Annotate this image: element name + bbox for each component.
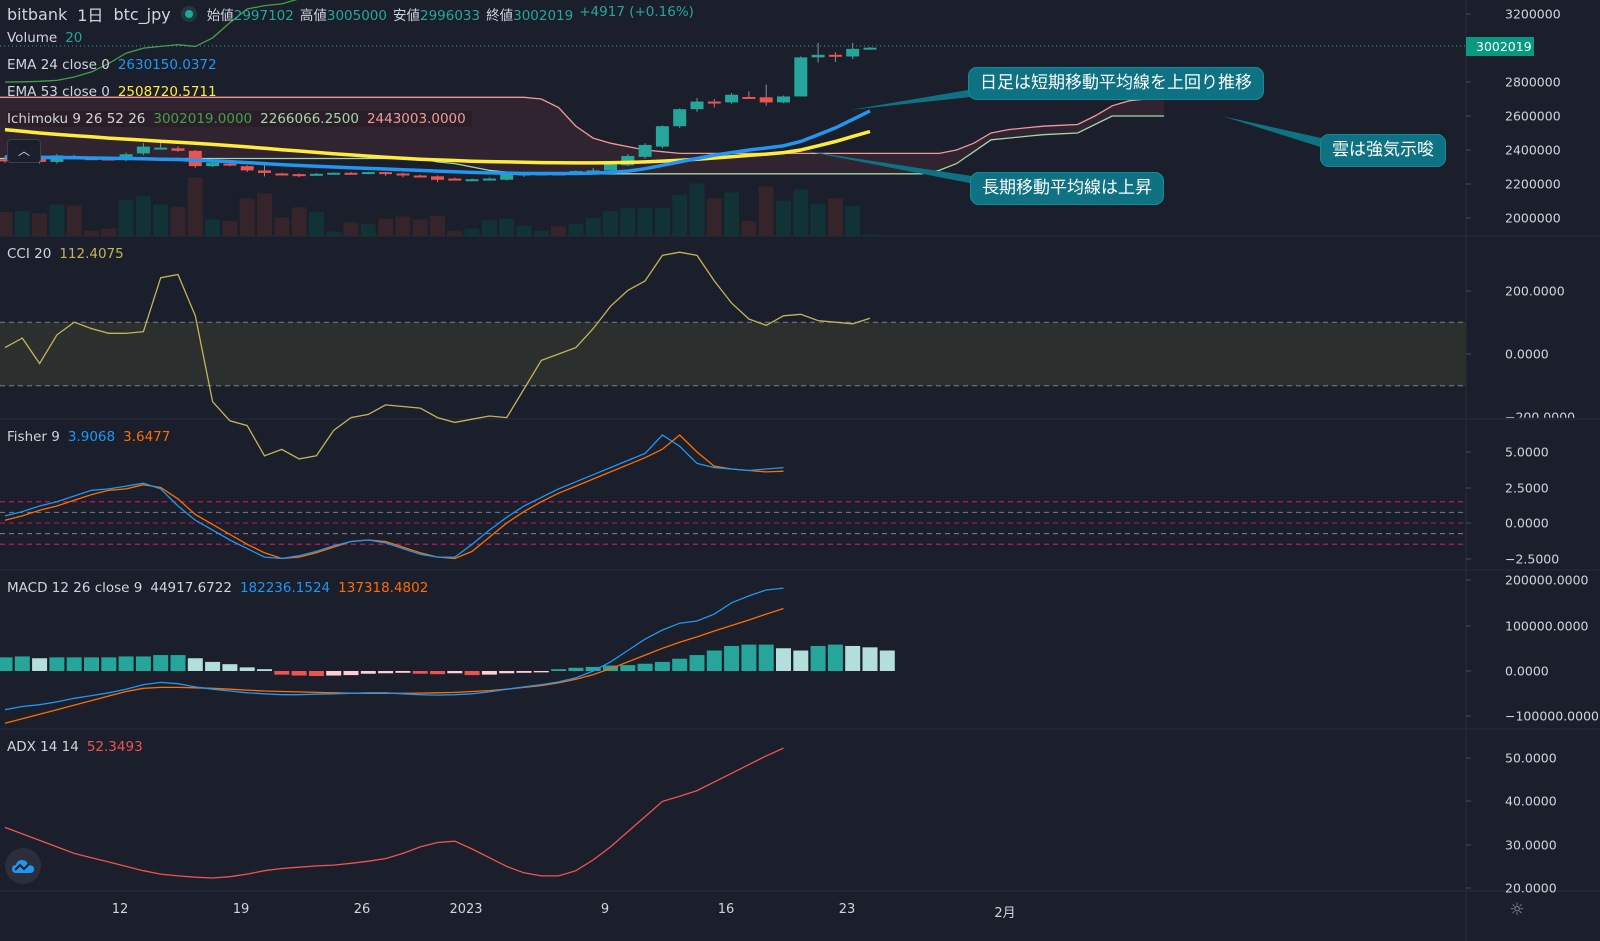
macd-axis-label: 0.0000 <box>1505 663 1549 679</box>
adx-axis-label: 40.0000 <box>1505 793 1557 809</box>
adx-axis-label: 20.0000 <box>1505 880 1557 896</box>
legend-macd[interactable]: MACD 12 26 close 9 44917.6722 182236.152… <box>7 580 428 596</box>
price-axis-label: 2600000 <box>1505 108 1561 124</box>
legend-value: 20 <box>65 30 83 46</box>
legend-cci[interactable]: CCI 20 112.4075 <box>7 246 124 262</box>
interval-label[interactable]: 1日 <box>77 6 104 25</box>
chevron-up-icon: ︿ <box>17 144 30 158</box>
cloud-chart-icon <box>12 860 34 873</box>
price-axis-label: 2800000 <box>1505 74 1561 90</box>
annotation-short-ema[interactable]: 日足は短期移動平均線を上回り推移 <box>968 67 1264 100</box>
market-status-icon <box>180 6 197 22</box>
low-label: 安値 <box>392 8 420 24</box>
low-value: 2996033 <box>419 8 481 24</box>
legend-value-lagging: 3002019.0000 <box>153 111 253 127</box>
collapse-legend-button[interactable]: ︿ <box>7 139 41 163</box>
fisher-axis-label: 5.0000 <box>1505 444 1549 460</box>
macd-axis-label: −100000.0000 <box>1505 708 1599 724</box>
tradingview-logo-button[interactable] <box>5 848 41 884</box>
symbol-header: bitbank 1日 btc_jpy 始値2997102 高値3005000 安… <box>7 2 694 26</box>
close-value: 3002019 <box>513 8 574 24</box>
time-axis-label: 2023 <box>449 902 483 917</box>
time-axis-label: 16 <box>717 902 735 917</box>
cci-axis-label: 0.0000 <box>1505 346 1549 362</box>
cci-axis-label: −200.0000 <box>1505 409 1576 425</box>
price-axis-label: 2200000 <box>1505 176 1561 192</box>
price-axis-label: 2400000 <box>1505 142 1561 158</box>
cci-axis-label: 200.0000 <box>1505 283 1565 299</box>
macd-axis-label: 200000.0000 <box>1505 572 1589 588</box>
adx-axis-label: 50.0000 <box>1505 750 1557 766</box>
legend-value-fisher: 3.9068 <box>67 429 116 445</box>
legend-ema24[interactable]: EMA 24 close 0 2630150.0372 <box>7 57 217 73</box>
high-value: 3005000 <box>326 8 387 24</box>
time-axis-label: 9 <box>600 902 610 917</box>
legend-value-histogram: 44917.6722 <box>150 580 232 596</box>
close-label: 終値 <box>486 8 514 24</box>
last-price-tag: 3002019 <box>1466 37 1534 56</box>
legend-adx[interactable]: ADX 14 14 52.3493 <box>7 739 143 755</box>
price-axis-label: 2000000 <box>1505 210 1561 226</box>
exchange-name[interactable]: bitbank <box>7 4 68 24</box>
time-axis-label: 19 <box>232 902 250 917</box>
legend-value-macd: 182236.1524 <box>239 580 331 596</box>
time-axis-label: 23 <box>838 902 856 917</box>
legend-fisher[interactable]: Fisher 9 3.9068 3.6477 <box>7 429 170 445</box>
legend-title: MACD 12 26 close 9 <box>7 580 143 596</box>
settings-gear-icon[interactable]: ☼ <box>1509 900 1525 920</box>
time-axis-label: 12 <box>111 902 129 917</box>
open-value: 2997102 <box>233 8 294 24</box>
legend-value: 52.3493 <box>86 739 143 755</box>
legend-value-trigger: 3.6477 <box>123 429 171 445</box>
legend-value: 2508720.5711 <box>117 84 217 100</box>
fisher-axis-label: 0.0000 <box>1505 515 1549 531</box>
legend-value-signal: 137318.4802 <box>338 580 429 596</box>
legend-title: CCI 20 <box>7 246 52 262</box>
legend-value: 2630150.0372 <box>117 57 217 73</box>
legend-volume[interactable]: Volume 20 <box>7 30 82 46</box>
legend-value: 112.4075 <box>59 246 124 262</box>
legend-title: Ichimoku 9 26 52 26 <box>7 111 146 127</box>
macd-axis-label: 100000.0000 <box>1505 618 1589 634</box>
time-axis-label: 2月 <box>994 906 1016 921</box>
legend-title: EMA 24 close 0 <box>7 57 110 73</box>
legend-value-span-a: 2266066.2500 <box>260 111 359 127</box>
annotation-cloud[interactable]: 雲は強気示唆 <box>1320 134 1446 167</box>
legend-title: EMA 53 close 0 <box>7 84 110 100</box>
high-label: 高値 <box>299 8 327 24</box>
legend-value-span-b: 2443003.0000 <box>366 111 466 127</box>
time-axis-label: 26 <box>353 902 371 917</box>
legend-ichimoku[interactable]: Ichimoku 9 26 52 26 3002019.0000 2266066… <box>7 111 472 127</box>
fisher-axis-label: 2.5000 <box>1505 480 1549 496</box>
annotation-long-ema[interactable]: 長期移動平均線は上昇 <box>970 172 1164 205</box>
price-axis-label: 3200000 <box>1505 6 1561 22</box>
ohlc-values: 始値2997102 高値3005000 安値2996033 終値3002019 … <box>207 4 694 24</box>
fisher-axis-label: −2.5000 <box>1505 551 1560 567</box>
legend-title: ADX 14 14 <box>7 739 79 755</box>
legend-title: Volume <box>7 30 58 46</box>
open-label: 始値 <box>206 8 234 24</box>
change-value: +4917 (+0.16%) <box>579 4 694 20</box>
legend-ema53[interactable]: EMA 53 close 0 2508720.5711 <box>7 84 217 100</box>
symbol-name[interactable]: btc_jpy <box>113 4 171 24</box>
adx-axis-label: 30.0000 <box>1505 837 1557 853</box>
legend-title: Fisher 9 <box>7 429 60 445</box>
